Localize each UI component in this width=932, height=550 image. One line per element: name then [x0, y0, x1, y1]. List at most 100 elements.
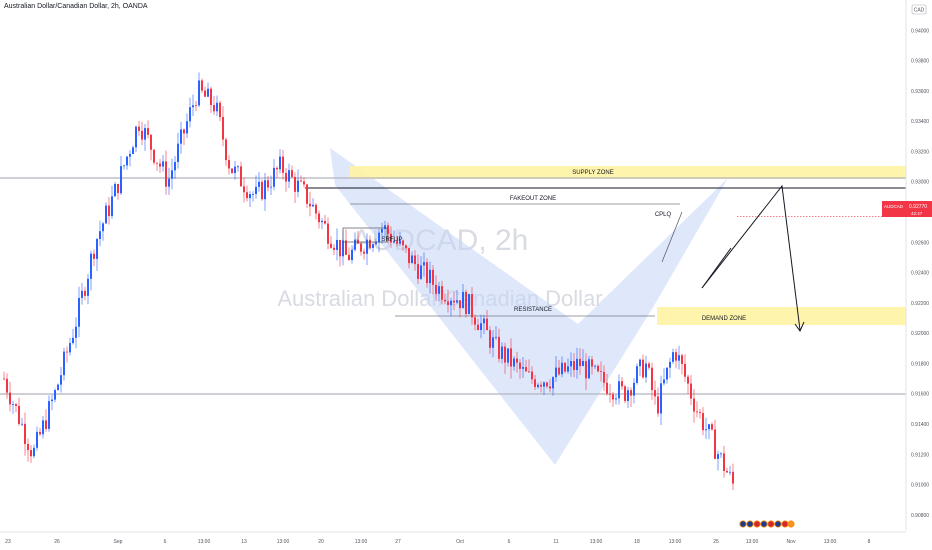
candle-body	[186, 121, 188, 134]
candle-body	[564, 362, 566, 372]
candle-body	[591, 359, 593, 367]
projection-arrow-head	[794, 321, 805, 333]
candle-body	[726, 470, 728, 473]
price-tick-label: 0.93600	[911, 89, 929, 95]
candle-body	[714, 429, 716, 459]
flag-icon[interactable]	[767, 520, 775, 528]
time-tick-label: 13:00	[355, 539, 368, 545]
candle-body	[429, 269, 431, 284]
candle-body	[381, 229, 383, 233]
candle-body	[417, 264, 419, 279]
candle-body	[543, 382, 545, 387]
candle-body	[354, 239, 356, 250]
candle-body	[438, 286, 440, 294]
candle-body	[201, 80, 203, 91]
candle-body	[39, 431, 41, 435]
supply-zone[interactable]	[350, 166, 906, 179]
candle-body	[9, 392, 11, 405]
candle-body	[123, 165, 125, 167]
candle-body	[696, 411, 698, 413]
candle-body	[609, 393, 611, 395]
candle-body	[357, 239, 359, 244]
candle-body	[732, 471, 734, 484]
time-tick-label: 13:00	[277, 539, 290, 545]
candle-body	[291, 170, 293, 177]
time-tick-label: 25	[713, 539, 719, 545]
flag-icon[interactable]	[774, 520, 782, 528]
candle-body	[711, 424, 713, 430]
flag-icon[interactable]	[787, 520, 795, 528]
candle-body	[393, 241, 395, 243]
candle-body	[303, 181, 305, 185]
candle-body	[657, 396, 659, 414]
candle-body	[198, 80, 200, 106]
candle-body	[702, 413, 704, 431]
candle-body	[342, 240, 344, 257]
candle-body	[141, 130, 143, 140]
candle-body	[333, 247, 335, 250]
candle-body	[720, 453, 722, 455]
time-axis[interactable]: 23 26 Sep 6 13:00 13 13:00 20 13:00 27 Oct 6 11 13:00…	[5, 539, 870, 545]
candle-body	[627, 390, 629, 401]
candle-body	[729, 471, 731, 473]
price-axis[interactable]: 0.94000 0.93800 0.93600 0.93400 0.93200 0.930…	[911, 28, 929, 519]
candle-body	[294, 176, 296, 192]
projection-path[interactable]	[701, 184, 801, 331]
candle-body	[237, 166, 239, 168]
flag-icon[interactable]	[781, 520, 789, 528]
candle-body	[537, 384, 539, 388]
flag-icon[interactable]	[746, 520, 754, 528]
candle-body	[378, 232, 380, 243]
candle-body	[618, 381, 620, 399]
candle-body	[213, 105, 215, 112]
candle-body	[87, 278, 89, 296]
time-tick-label: 11	[553, 539, 558, 545]
flag-icon[interactable]	[760, 520, 768, 528]
price-tick-label: 0.91600	[911, 392, 929, 398]
candle-body	[450, 300, 452, 306]
candle-body	[456, 300, 458, 303]
candle-body	[249, 194, 251, 199]
candle-body	[432, 269, 434, 285]
candle-body	[666, 367, 668, 380]
candle-body	[231, 168, 233, 174]
candle-body	[114, 183, 116, 197]
candle-body	[369, 239, 371, 248]
candle-body	[567, 366, 569, 372]
candle-body	[654, 390, 656, 397]
harmonic-pattern-right[interactable]	[555, 178, 728, 465]
last-price-value: 0.92770	[909, 204, 927, 210]
candle-body	[339, 239, 341, 257]
candle-body	[360, 243, 362, 252]
candle-body	[228, 160, 230, 169]
candle-body	[42, 420, 44, 435]
flag-icon[interactable]	[739, 520, 747, 528]
candle-body	[96, 239, 98, 259]
demand-zone[interactable]	[657, 307, 906, 325]
candle-body	[45, 420, 47, 429]
candle-body	[78, 297, 80, 327]
time-tick-label: 23	[5, 539, 11, 545]
candle-body	[516, 358, 518, 363]
candle-body	[159, 163, 161, 167]
candle-body	[660, 383, 662, 414]
candle-body	[525, 367, 527, 372]
candle-body	[690, 383, 692, 399]
flag-icon[interactable]	[753, 520, 761, 528]
candle-body	[138, 126, 140, 131]
time-tick-label: Oct	[456, 539, 464, 545]
candle-body	[366, 239, 368, 254]
economic-events-icons[interactable]	[739, 520, 795, 528]
candle-body	[81, 290, 83, 298]
candle-body	[408, 248, 410, 264]
candle-body	[492, 337, 494, 348]
candle-body	[285, 172, 287, 182]
last-price-symbol: AUDCAD	[884, 204, 904, 209]
currency-badge[interactable]	[911, 4, 927, 15]
price-tick-label: 0.93800	[911, 59, 929, 65]
price-tick-label: 0.92400	[911, 271, 929, 277]
candle-body	[723, 453, 725, 471]
candle-body	[636, 366, 638, 383]
candle-body	[519, 362, 521, 369]
